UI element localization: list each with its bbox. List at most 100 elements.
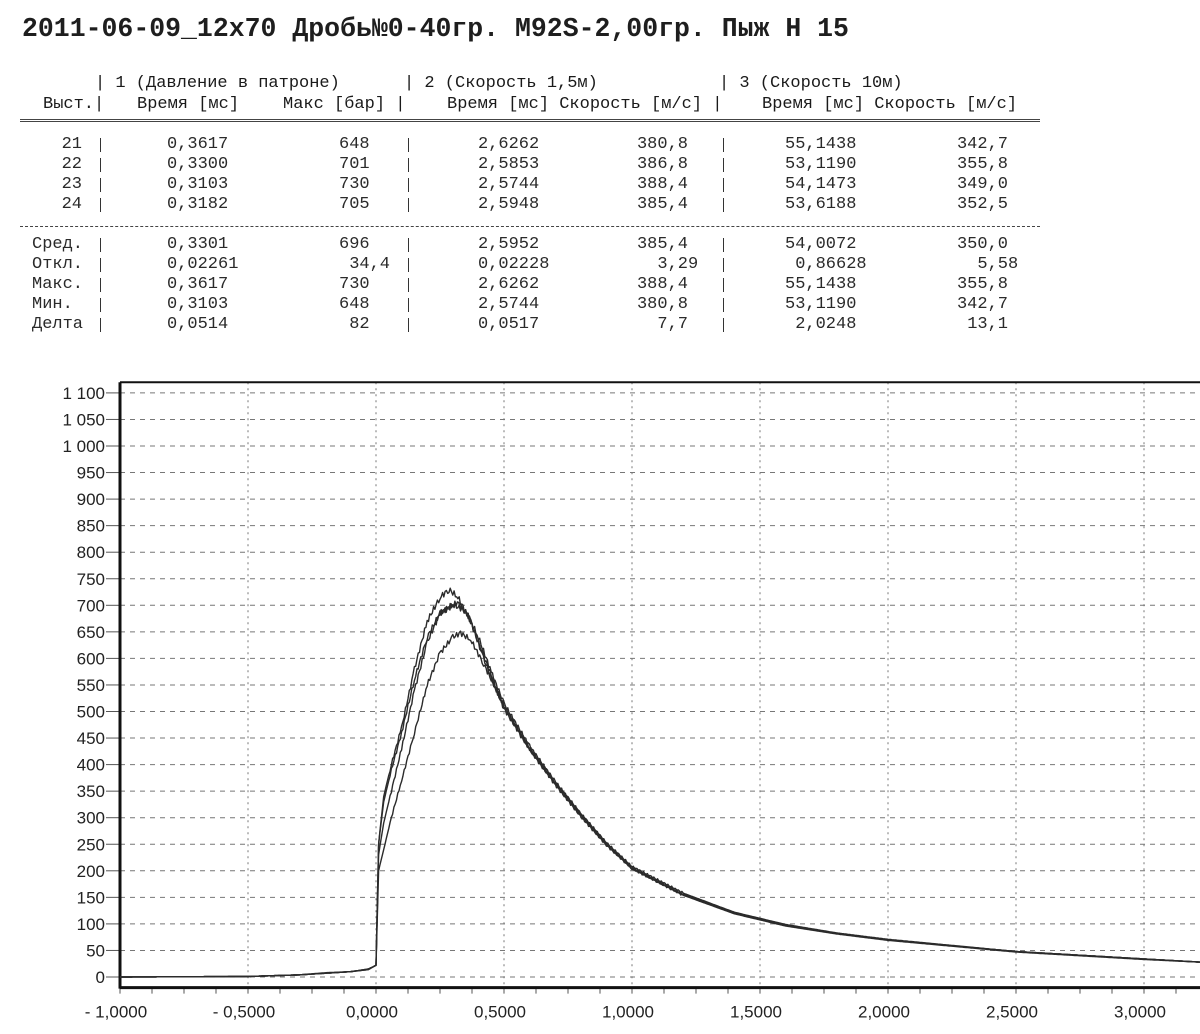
group-header-speed-10m: | 3 (Скорость 10м) — [719, 74, 903, 93]
cell-time1: 0,3617 — [167, 275, 229, 294]
column-separator — [408, 278, 410, 292]
cell-max1: 701 — [339, 155, 370, 174]
cell-speed3: 349,0 — [956, 175, 1008, 194]
column-separator — [408, 198, 410, 212]
col-header-group2: Время [мс] Скорость [м/с] | — [447, 95, 723, 114]
column-separator — [100, 178, 102, 192]
stats-row: Сред. 0,3301 696 2,5952 385,4 54,0072 350,0 — [0, 235, 1100, 255]
y-tick-label: 300 — [77, 809, 105, 828]
cell-speed3: 13,1 — [967, 315, 1008, 334]
table-row: 21 0,3617 648 2,6262 380,8 55,1438 342,7 — [0, 135, 1100, 155]
column-separator — [723, 178, 725, 192]
column-separator — [723, 158, 725, 172]
cell-time3: 55,1438 — [785, 275, 857, 294]
series-line-shot-22 — [120, 602, 1200, 978]
y-tick-label: 500 — [77, 703, 105, 722]
x-tick-label: 0,0000 — [346, 1003, 398, 1022]
y-tick-label: 1 050 — [62, 410, 105, 429]
y-tick-label: 350 — [77, 782, 105, 801]
cell-time1: 0,02261 — [167, 255, 239, 274]
cell-speed3: 342,7 — [956, 135, 1008, 154]
stats-row: Делта 0,0514 82 0,0517 7,7 2,0248 13,1 — [0, 315, 1100, 335]
column-separator — [723, 298, 725, 312]
y-tick-label: 800 — [77, 543, 105, 562]
cell-max1: 648 — [339, 295, 370, 314]
cell-speed2: 385,4 — [636, 195, 688, 214]
table-row: 24 0,3182 705 2,5948 385,4 53,6188 352,5 — [0, 195, 1100, 215]
cell-speed3: 342,7 — [956, 295, 1008, 314]
header-double-rule — [20, 119, 1040, 122]
cell-time1: 0,3617 — [167, 135, 229, 154]
cell-max1: 696 — [339, 235, 370, 254]
cell-time3: 53,6188 — [785, 195, 857, 214]
cell-time3: 55,1438 — [785, 135, 857, 154]
cell-speed2: 385,4 — [636, 235, 688, 254]
y-tick-label: 900 — [77, 490, 105, 509]
y-tick-label: 1 100 — [62, 384, 105, 403]
col-header-max1: Макс [бар] | — [283, 95, 406, 114]
stats-row: Макс. 0,3617 730 2,6262 388,4 55,1438 355,8 — [0, 275, 1100, 295]
column-separator — [723, 318, 725, 332]
cell-speed3: 355,8 — [956, 275, 1008, 294]
cell-time1: 0,3300 — [167, 155, 229, 174]
x-tick-label: 0,5000 — [474, 1003, 526, 1022]
cell-time2: 2,5744 — [478, 175, 540, 194]
y-tick-label: 650 — [77, 623, 105, 642]
column-separator — [408, 158, 410, 172]
y-tick-label: 1 000 — [62, 437, 105, 456]
cell-speed2: 386,8 — [636, 155, 688, 174]
cell-max1: 730 — [339, 275, 370, 294]
cell-speed2: 388,4 — [636, 175, 688, 194]
cell-time2: 2,5952 — [478, 235, 540, 254]
cell-max1: 705 — [339, 195, 370, 214]
x-tick-label: 3,0000 — [1114, 1003, 1166, 1022]
column-separator — [100, 258, 102, 272]
cell-time3: 54,1473 — [785, 175, 857, 194]
table-row: 22 0,3300 701 2,5853 386,8 53,1190 355,8 — [0, 155, 1100, 175]
cell-time2: 0,02228 — [478, 255, 550, 274]
column-separator — [408, 178, 410, 192]
x-tick-label: 1,5000 — [730, 1003, 782, 1022]
group-header-pressure: | 1 (Давление в патроне) — [95, 74, 340, 93]
y-tick-label: 250 — [77, 835, 105, 854]
x-tick-label: 2,0000 — [858, 1003, 910, 1022]
cell-speed2: 7,7 — [657, 315, 688, 334]
cell-speed3: 352,5 — [956, 195, 1008, 214]
shot-number: 22 — [61, 155, 82, 174]
cell-time3: 53,1190 — [785, 155, 857, 174]
cell-speed3: 350,0 — [956, 235, 1008, 254]
stat-label: Откл. — [32, 255, 84, 274]
cell-time3: 54,0072 — [785, 235, 857, 254]
cell-max1: 34,4 — [349, 255, 390, 274]
cell-speed2: 3,29 — [657, 255, 699, 274]
column-separator — [408, 258, 410, 272]
y-tick-label: 600 — [77, 649, 105, 668]
cell-speed3: 5,58 — [977, 255, 1019, 274]
y-tick-label: 100 — [77, 915, 105, 934]
cell-speed2: 380,8 — [636, 135, 688, 154]
stat-label: Макс. — [32, 275, 84, 294]
stats-row: Мин. 0,3103 648 2,5744 380,8 53,1190 342,7 — [0, 295, 1100, 315]
y-tick-label: 700 — [77, 596, 105, 615]
y-tick-label: 400 — [77, 756, 105, 775]
x-tick-label: - 1,0000 — [85, 1003, 147, 1022]
column-separator — [100, 158, 102, 172]
cell-time3: 0,86628 — [795, 255, 867, 274]
column-separator — [723, 258, 725, 272]
report-title: 2011-06-09_12x70 Дробь№0-40гр. M92S-2,00… — [22, 14, 849, 44]
cell-time1: 0,3182 — [167, 195, 229, 214]
column-separator — [100, 238, 102, 252]
cell-speed3: 355,8 — [956, 155, 1008, 174]
group-header-row: | 1 (Давление в патроне) | 2 (Скорость 1… — [0, 74, 1100, 94]
col-header-shot: Выст.| — [43, 95, 105, 114]
y-tick-label: 0 — [96, 968, 105, 987]
stat-label: Делта — [32, 315, 84, 334]
stat-label: Сред. — [32, 235, 84, 254]
column-separator — [408, 298, 410, 312]
shot-number: 21 — [61, 135, 82, 154]
shot-number: 23 — [61, 175, 82, 194]
cell-max1: 648 — [339, 135, 370, 154]
series-line-shot-24 — [120, 600, 1200, 978]
column-separator — [723, 138, 725, 152]
